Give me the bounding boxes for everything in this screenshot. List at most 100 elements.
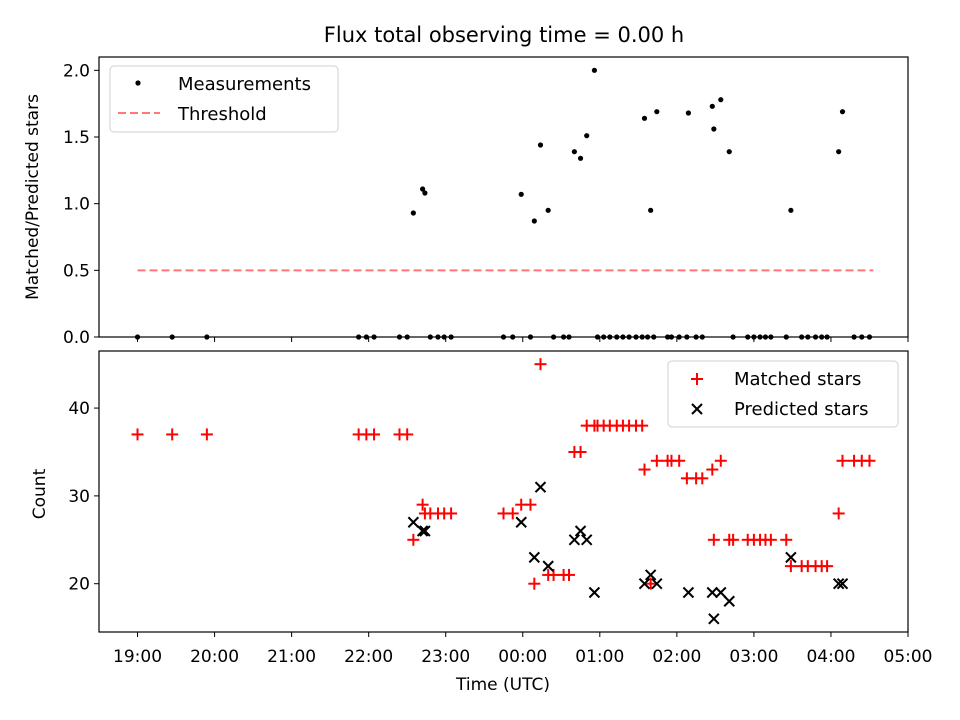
- predicted-star-point: [574, 525, 587, 537]
- bottom-y-tick-label: 20: [68, 575, 90, 595]
- legend-marker-predicted-stars: [691, 403, 703, 415]
- x-tick-label: 01:00: [575, 647, 624, 667]
- measurement-point: [545, 207, 551, 213]
- predicted-star-point: [581, 534, 593, 546]
- predicted-star-point: [651, 577, 663, 590]
- measurement-point: [839, 109, 846, 115]
- measurement-point: [648, 207, 654, 213]
- measurement-point: [591, 67, 598, 73]
- measurement-point: [641, 115, 648, 121]
- matched-star-point: [524, 498, 537, 511]
- measurement-point: [531, 218, 537, 224]
- matched-star-point: [534, 358, 547, 371]
- x-tick-label: 19:00: [113, 647, 162, 667]
- predicted-star-point: [528, 551, 541, 564]
- measurement-point: [726, 149, 732, 155]
- predicted-star-point: [419, 525, 431, 537]
- predicted-star-point: [836, 577, 849, 590]
- matched-star-point: [401, 428, 414, 441]
- bottom-legend-box: [667, 360, 899, 428]
- measurement-point: [685, 110, 692, 116]
- predicted-star-point: [416, 525, 429, 537]
- predicted-star-point: [534, 481, 547, 493]
- matched-star-point: [832, 507, 845, 520]
- measurement-point: [709, 103, 715, 109]
- measurement-point: [422, 190, 428, 196]
- predicted-star-point: [832, 577, 845, 590]
- bottom-axes-frame: [98, 350, 909, 633]
- matched-star-point: [368, 428, 381, 441]
- matched-star-point: [131, 428, 144, 441]
- matched-star-point: [416, 498, 429, 511]
- matched-star-point: [836, 454, 849, 467]
- matched-star-point: [200, 428, 213, 441]
- measurement-point: [788, 207, 794, 213]
- x-tick-label: 22:00: [344, 647, 393, 667]
- predicted-star-point: [644, 569, 657, 581]
- x-tick-label: 04:00: [806, 647, 855, 667]
- matched-star-point: [863, 454, 876, 467]
- measurement-point: [518, 191, 524, 197]
- matched-star-point: [644, 577, 657, 590]
- matched-star-point: [650, 454, 663, 467]
- predicted-star-point: [682, 586, 695, 599]
- measurement-point: [718, 97, 724, 103]
- matched-star-point: [821, 560, 834, 573]
- matched-star-point: [166, 428, 179, 441]
- matched-star-point: [727, 533, 740, 546]
- top-legend-box: [109, 65, 339, 133]
- matched-star-point: [547, 568, 560, 581]
- matched-star-point: [673, 454, 686, 467]
- measurement-point: [410, 210, 416, 216]
- matched-star-point: [780, 533, 793, 546]
- measurement-point: [420, 186, 426, 192]
- top-y-tick-label: 0.0: [63, 328, 90, 348]
- predicted-star-point: [785, 551, 797, 564]
- matched-star-point: [638, 463, 651, 476]
- measurement-point: [711, 126, 717, 132]
- bottom-legend: Matched stars Predicted stars: [667, 360, 899, 428]
- measurement-point: [537, 142, 544, 148]
- matched-star-point: [764, 533, 777, 546]
- matched-star-point: [574, 445, 587, 458]
- bottom-plot-area: [131, 358, 876, 625]
- x-axis-label: Time (UTC): [455, 675, 550, 695]
- bottom-y-tick-label: 30: [68, 487, 90, 507]
- predicted-star-point: [568, 534, 581, 546]
- legend-label-measurements: Measurements: [178, 74, 311, 95]
- measurement-point: [654, 109, 660, 115]
- chart-title: Flux total observing time = 0.00 h: [324, 23, 684, 47]
- matched-star-point: [696, 472, 709, 485]
- legend-marker-matched-stars: [691, 373, 703, 385]
- matched-star-point: [445, 507, 458, 520]
- bottom-y-axis-label: Count: [30, 468, 50, 519]
- measurement-point: [577, 155, 584, 161]
- predicted-star-point: [715, 586, 727, 599]
- top-axes-frame: [98, 56, 909, 338]
- predicted-star-point: [638, 577, 651, 590]
- matched-star-point: [506, 507, 519, 520]
- matched-star-point: [562, 568, 575, 581]
- x-tick-label: 02:00: [652, 647, 701, 667]
- legend-label-matched-stars: Matched stars: [734, 369, 861, 390]
- matched-star-point: [706, 463, 719, 476]
- x-tick-label: 20:00: [190, 647, 239, 667]
- x-tick-label: 21:00: [267, 647, 316, 667]
- predicted-star-point: [706, 586, 719, 599]
- measurement-point: [571, 149, 577, 155]
- x-tick-label: 23:00: [421, 647, 470, 667]
- legend-label-predicted-stars: Predicted stars: [734, 399, 868, 420]
- x-tick-label: 03:00: [729, 647, 778, 667]
- legend-label-threshold: Threshold: [177, 104, 267, 125]
- x-tick-label: 05:00: [884, 647, 933, 667]
- bottom-y-tick-label: 40: [68, 399, 90, 419]
- top-y-axis-label: Matched/Predicted stars: [23, 94, 43, 300]
- measurement-point: [584, 133, 590, 139]
- legend-marker-measurements: [135, 80, 141, 86]
- matched-star-point: [707, 533, 720, 546]
- predicted-star-point: [723, 595, 735, 607]
- measurement-point: [836, 149, 842, 155]
- matched-star-point: [714, 454, 727, 467]
- matched-star-point: [528, 577, 541, 590]
